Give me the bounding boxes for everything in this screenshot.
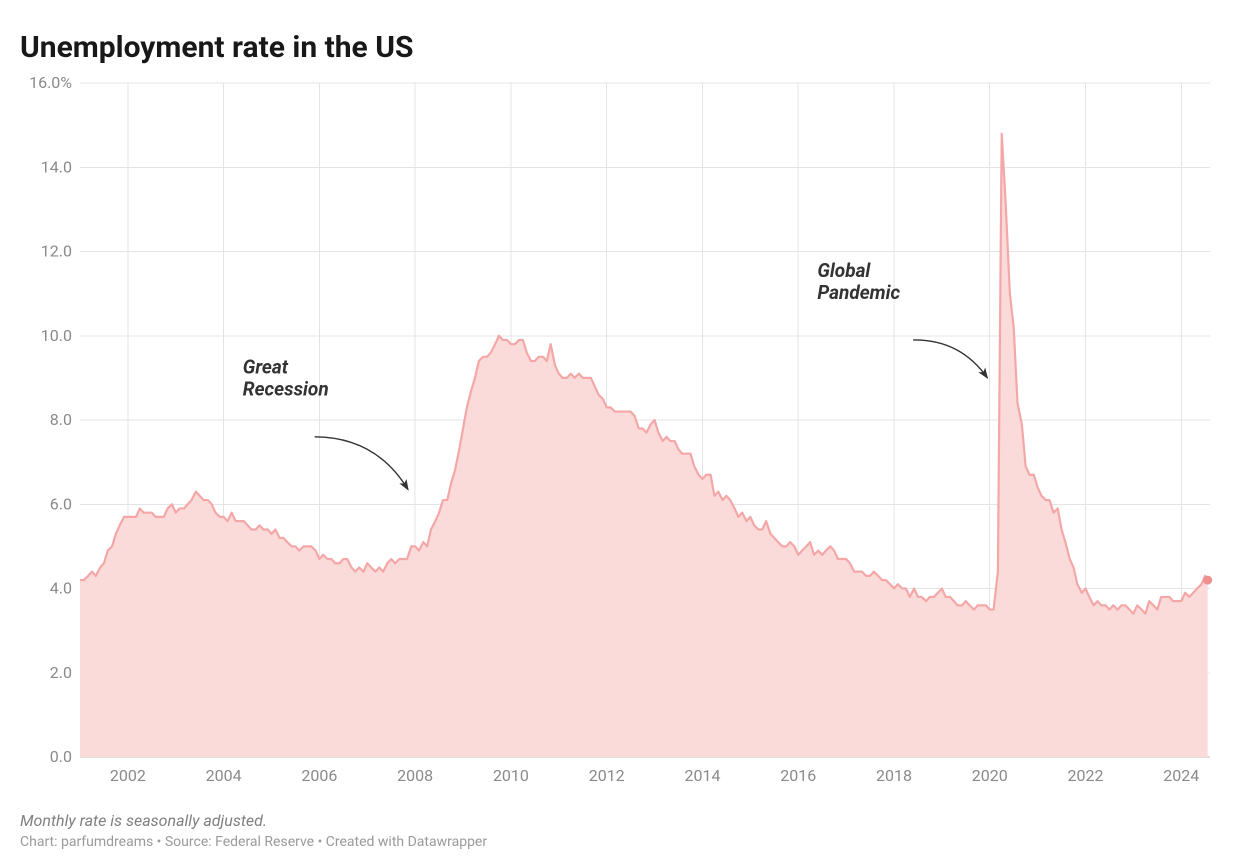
x-tick-label: 2006 (301, 766, 337, 785)
chart-area: 0.0 2.0 4.0 6.0 8.0 10.0 12.0 14.0 16.0% 2002 2004… (20, 77, 1220, 797)
y-tick-label: 2.0 (50, 663, 72, 682)
y-tick-label: 16.0% (29, 77, 72, 92)
y-tick-label: 0.0 (50, 747, 72, 766)
x-tick-label: 2014 (684, 766, 720, 785)
y-tick-label: 8.0 (50, 410, 72, 429)
x-tick-label: 2002 (110, 766, 146, 785)
y-tick-label: 10.0 (41, 326, 72, 345)
x-tick-label: 2008 (397, 766, 433, 785)
x-tick-label: 2010 (493, 766, 529, 785)
area-fill (80, 134, 1208, 757)
x-tick-label: 2004 (206, 766, 242, 785)
x-tick-label: 2022 (1068, 766, 1104, 785)
annotation-arrow (315, 437, 408, 490)
y-tick-label: 4.0 (50, 579, 72, 598)
annotation-arrow (913, 340, 987, 378)
annotation-label: GlobalPandemic (817, 259, 900, 304)
y-tick-label: 14.0 (41, 157, 72, 176)
x-tick-label: 2018 (876, 766, 912, 785)
x-tick-label: 2012 (589, 766, 625, 785)
annotation-label: GreatRecession (243, 356, 329, 401)
chart-credit: Chart: parfumdreams • Source: Federal Re… (20, 834, 1220, 850)
y-tick-label: 6.0 (50, 494, 72, 513)
end-marker (1203, 576, 1212, 585)
y-tick-label: 12.0 (41, 242, 72, 261)
x-tick-label: 2016 (780, 766, 816, 785)
x-tick-label: 2024 (1163, 766, 1199, 785)
x-tick-label: 2020 (972, 766, 1008, 785)
chart-title: Unemployment rate in the US (20, 30, 1220, 65)
chart-note: Monthly rate is seasonally adjusted. (20, 811, 1220, 830)
